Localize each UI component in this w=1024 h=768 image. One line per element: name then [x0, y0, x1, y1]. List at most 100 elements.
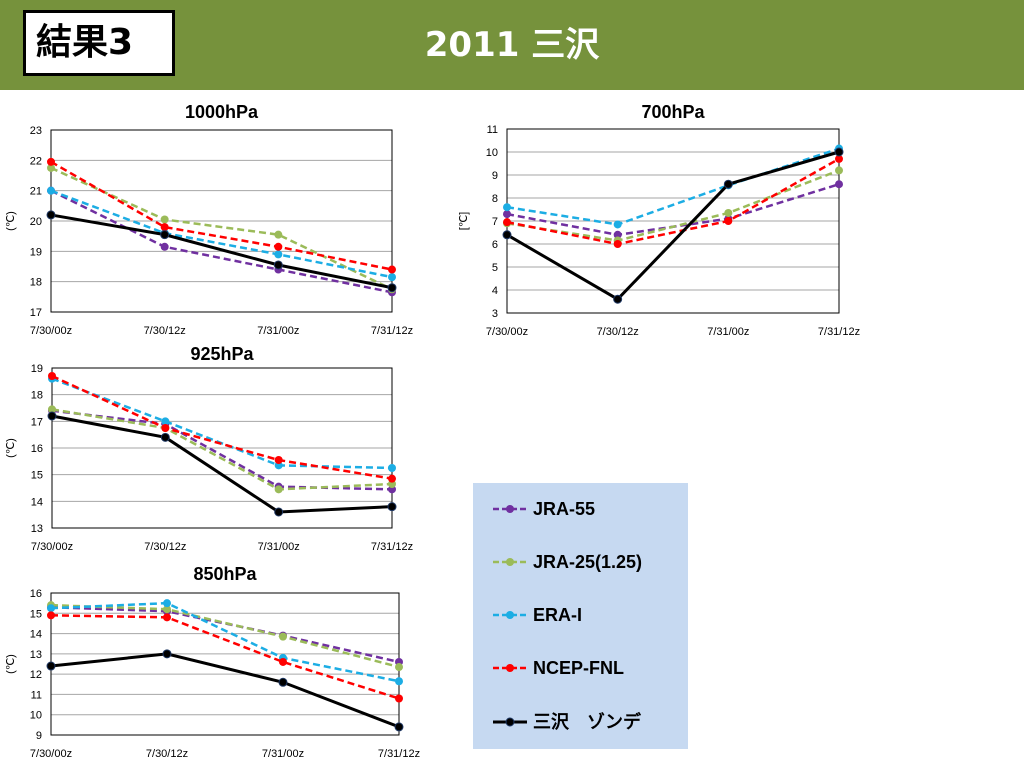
x-tick-925hpa-0: 7/30/00z [31, 541, 73, 553]
y-tick-925hpa-18: 18 [31, 390, 43, 402]
chart-700hpa: 700hPa 3 4 5 6 7 8 9 10 11 7/30/00z 7/30/12z 7/31/00… [458, 102, 860, 338]
data-point-925hpa-sonde-1 [160, 432, 170, 442]
data-point-925hpa-jra-25-1-25-0 [48, 405, 56, 414]
chart-850hpa: 850hPa 9 10 11 12 13 14 15 16 7/30/00z 7/30/12z 7/3… [5, 564, 420, 760]
y-tick-700hpa-8: 8 [492, 193, 498, 205]
chart-title-850hpa: 850hPa [193, 564, 257, 584]
slide-title: 2011 三沢 [424, 25, 600, 65]
legend: JRA-55 JRA-25(1.25) ERA-I NCEP-FNL 三沢 ゾン… [473, 483, 688, 749]
data-point-1000hpa-sonde-3 [387, 283, 397, 293]
x-tick-925hpa-3: 7/31/12z [371, 541, 413, 553]
series-line-850hpa-era-i [50, 601, 400, 683]
legend-swatch-jra25 [493, 558, 527, 566]
data-point-1000hpa-ncep-fnl-3 [388, 265, 396, 274]
series-line-850hpa-ncep-fnl [50, 614, 400, 700]
y-tick-850hpa-14: 14 [30, 629, 42, 641]
x-tick-850hpa-2: 7/31/00z [262, 748, 304, 760]
data-point-700hpa-ncep-fnl-0 [503, 218, 511, 227]
data-point-1000hpa-sonde-0 [46, 210, 56, 220]
data-point-700hpa-era-i-0 [503, 203, 511, 212]
y-tick-850hpa-9: 9 [36, 730, 42, 742]
legend-label-jra55: JRA-55 [533, 499, 596, 519]
y-axis-label-850hpa: (℃) [5, 654, 17, 674]
data-point-925hpa-sonde-2 [274, 507, 284, 517]
data-point-700hpa-jra-25-1-25-2 [724, 208, 733, 217]
y-tick-1000hpa-20: 20 [30, 216, 42, 228]
legend-label-jra25: JRA-25(1.25) [533, 552, 643, 572]
plot-area-925hpa [51, 367, 393, 529]
y-tick-1000hpa-23: 23 [30, 125, 42, 137]
y-tick-925hpa-15: 15 [31, 470, 43, 482]
legend-label-ncep: NCEP-FNL [533, 658, 624, 678]
data-point-850hpa-ncep-fnl-0 [47, 611, 55, 620]
x-tick-700hpa-0: 7/30/00z [486, 326, 528, 338]
series-line-1000hpa-sonde [50, 213, 393, 290]
data-point-1000hpa-sonde-1 [160, 230, 170, 240]
data-point-700hpa-sonde-3 [834, 147, 844, 157]
y-tick-700hpa-4: 4 [492, 285, 498, 297]
data-point-850hpa-jra-25-1-25-2 [279, 632, 287, 641]
y-tick-850hpa-13: 13 [30, 649, 42, 661]
data-point-925hpa-ncep-fnl-1 [161, 424, 170, 432]
y-axis-label-925hpa: (℃) [5, 438, 17, 458]
x-tick-1000hpa-0: 7/30/00z [30, 325, 72, 337]
x-tick-1000hpa-3: 7/31/12z [371, 325, 413, 337]
data-point-850hpa-ncep-fnl-1 [163, 613, 171, 622]
chart-title-700hpa: 700hPa [641, 102, 705, 122]
y-tick-925hpa-17: 17 [31, 416, 43, 428]
y-tick-1000hpa-19: 19 [30, 246, 42, 258]
series-line-1000hpa-jra-55 [50, 189, 393, 294]
y-tick-925hpa-16: 16 [31, 443, 43, 455]
data-point-700hpa-era-i-1 [613, 220, 622, 229]
data-point-700hpa-ncep-fnl-1 [613, 240, 622, 248]
data-point-700hpa-ncep-fnl-3 [835, 154, 843, 163]
legend-label-sonde: 三沢 ゾンデ [533, 712, 641, 732]
y-tick-700hpa-11: 11 [487, 124, 498, 136]
data-point-1000hpa-jra-25-1-25-1 [160, 215, 169, 224]
data-point-850hpa-era-i-3 [395, 677, 403, 686]
y-tick-850hpa-11: 11 [31, 689, 42, 701]
legend-swatch-jra55 [493, 505, 527, 513]
legend-label-erai: ERA-I [533, 605, 582, 625]
data-point-850hpa-sonde-0 [46, 661, 56, 671]
data-point-925hpa-era-i-3 [388, 464, 396, 472]
legend-marker-0 [506, 505, 514, 513]
series-line-700hpa-era-i [506, 147, 840, 226]
data-point-850hpa-era-i-0 [47, 604, 55, 613]
data-point-925hpa-sonde-3 [387, 502, 397, 512]
series-line-850hpa-jra-25-1-25 [50, 603, 400, 669]
series-line-850hpa-jra-55 [50, 605, 400, 664]
x-tick-850hpa-1: 7/30/12z [146, 748, 188, 760]
series-line-1000hpa-era-i [50, 189, 393, 279]
y-tick-1000hpa-21: 21 [30, 186, 42, 198]
series-line-925hpa-ncep-fnl [51, 374, 393, 480]
y-tick-700hpa-7: 7 [492, 216, 498, 228]
x-tick-700hpa-3: 7/31/12z [818, 326, 860, 338]
data-point-700hpa-jra-55-0 [503, 210, 511, 219]
y-tick-850hpa-12: 12 [30, 669, 42, 681]
y-tick-700hpa-3: 3 [492, 308, 498, 320]
chart-925hpa: 925hPa 13 14 15 16 17 18 19 7/30/00z 7/30/12z 7/31… [5, 344, 413, 553]
y-tick-700hpa-5: 5 [492, 262, 498, 274]
data-point-700hpa-sonde-0 [502, 230, 512, 240]
series-line-925hpa-era-i [51, 377, 393, 470]
legend-marker-4 [505, 717, 515, 727]
legend-marker-2 [506, 611, 514, 619]
y-axis-label-700hpa: [℃] [458, 212, 470, 230]
data-point-1000hpa-jra-25-1-25-2 [274, 230, 283, 239]
series-line-925hpa-sonde [51, 414, 393, 514]
data-point-850hpa-jra-25-1-25-1 [163, 605, 171, 614]
y-tick-700hpa-10: 10 [486, 147, 498, 159]
data-point-850hpa-ncep-fnl-2 [279, 657, 287, 666]
x-tick-925hpa-1: 7/30/12z [144, 541, 186, 553]
plot-area-850hpa [50, 592, 400, 736]
y-tick-700hpa-6: 6 [492, 239, 498, 251]
y-tick-1000hpa-17: 17 [30, 307, 42, 319]
data-point-1000hpa-era-i-0 [47, 186, 55, 195]
data-point-1000hpa-ncep-fnl-1 [160, 223, 169, 232]
legend-swatch-erai [493, 611, 527, 619]
data-point-925hpa-era-i-1 [161, 417, 170, 426]
series-line-925hpa-jra-55 [51, 409, 393, 491]
data-point-700hpa-jra-55-3 [835, 180, 843, 189]
data-point-925hpa-jra-25-1-25-2 [274, 485, 283, 494]
